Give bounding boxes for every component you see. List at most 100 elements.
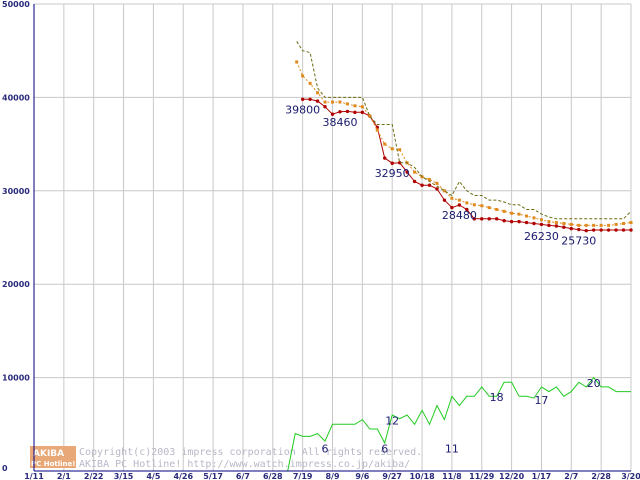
series-point (517, 219, 521, 224)
series-point (308, 81, 312, 85)
series-point (539, 222, 544, 227)
series-point (547, 223, 551, 228)
series-point (450, 196, 454, 200)
series-point (300, 97, 305, 101)
series-point (308, 97, 312, 101)
series-2 (296, 41, 632, 220)
series-point (629, 228, 633, 232)
x-tick-label: 3/20 (621, 472, 640, 480)
series-point (577, 227, 581, 232)
series-point (614, 228, 618, 232)
x-tick-label: 2/7 (564, 472, 578, 480)
series-point (457, 203, 462, 207)
series-point (323, 100, 327, 104)
series-point (420, 183, 424, 187)
price-data-label: 26230 (524, 230, 559, 243)
series-point (353, 110, 357, 115)
series-line (296, 41, 632, 220)
series-point (539, 218, 543, 222)
series-point (360, 110, 365, 115)
count-data-label: 11 (445, 442, 459, 455)
price-data-label: 32950 (375, 167, 410, 180)
series-line (287, 376, 631, 472)
x-tick-label: 3/15 (114, 472, 134, 480)
copyright-line: Copyright(c)2003 impress corporation All… (79, 447, 422, 458)
series-point (614, 222, 618, 226)
y-tick-label: 30000 (2, 187, 30, 196)
series-point (472, 217, 476, 221)
x-tick-label: 6/7 (236, 472, 250, 480)
series-point (510, 211, 514, 215)
series-point (397, 161, 402, 165)
series-point (442, 189, 446, 193)
series-point (457, 198, 461, 202)
series-point (345, 109, 350, 114)
x-tick-label: 1/11 (24, 472, 44, 480)
series-point (599, 228, 603, 232)
x-tick-label: 11/29 (469, 472, 495, 480)
series-point (338, 100, 342, 104)
series-point (554, 224, 559, 228)
series-point (390, 161, 394, 165)
series-point (435, 187, 439, 191)
count-data-label: 6 (322, 442, 329, 455)
x-tick-label: 5/17 (203, 472, 223, 480)
series-point (591, 228, 596, 232)
x-tick-label: 8/9 (325, 472, 339, 480)
series-point (390, 147, 394, 151)
series-point (353, 104, 357, 108)
series-point (383, 142, 387, 146)
series-point (405, 170, 409, 174)
hotline-logo-text: PC Hotline! (31, 460, 75, 468)
x-tick-label: 9/6 (355, 472, 369, 480)
series-point (398, 148, 402, 152)
series-point (301, 74, 305, 78)
series-point (547, 220, 551, 224)
series-point (345, 102, 349, 106)
series-layer (287, 41, 633, 472)
series-point (427, 183, 432, 187)
y-tick-label: 20000 (2, 280, 30, 289)
count-data-label: 17 (534, 394, 548, 407)
x-tick-label: 11/8 (442, 472, 462, 480)
series-point (375, 128, 379, 132)
series-point (502, 209, 506, 213)
series-point (495, 207, 499, 211)
x-tick-label: 2/22 (84, 472, 104, 480)
series-point (338, 110, 342, 114)
series-point (487, 217, 491, 221)
series-point (383, 156, 387, 160)
series-0 (300, 97, 633, 233)
series-point (509, 219, 514, 224)
series-point (562, 225, 566, 229)
series-point (494, 217, 499, 221)
series-point (450, 205, 454, 210)
series-point (562, 221, 566, 225)
series-point (413, 170, 417, 174)
series-point (465, 201, 469, 205)
x-tick-label: 4/26 (173, 472, 193, 480)
series-point (480, 217, 484, 221)
series-point (584, 223, 588, 227)
x-tick-label: 9/27 (382, 472, 402, 480)
series-point (330, 112, 335, 116)
series-point (525, 214, 529, 218)
series-line (296, 61, 632, 226)
x-tick-label: 1/17 (532, 472, 552, 480)
series-point (295, 60, 299, 64)
x-tick-label: 7/19 (293, 472, 313, 480)
series-point (607, 223, 611, 227)
x-tick-label: 2/28 (591, 472, 611, 480)
count-data-label: 6 (381, 442, 388, 455)
series-point (315, 99, 320, 103)
x-tick-label: 2/1 (57, 472, 71, 480)
series-point (569, 226, 573, 231)
count-data-label: 18 (490, 391, 504, 404)
akiba-logo-text: AKIBA (33, 449, 64, 459)
series-point (577, 223, 581, 227)
series-point (569, 222, 573, 226)
x-tick-label: 6/28 (263, 472, 283, 480)
